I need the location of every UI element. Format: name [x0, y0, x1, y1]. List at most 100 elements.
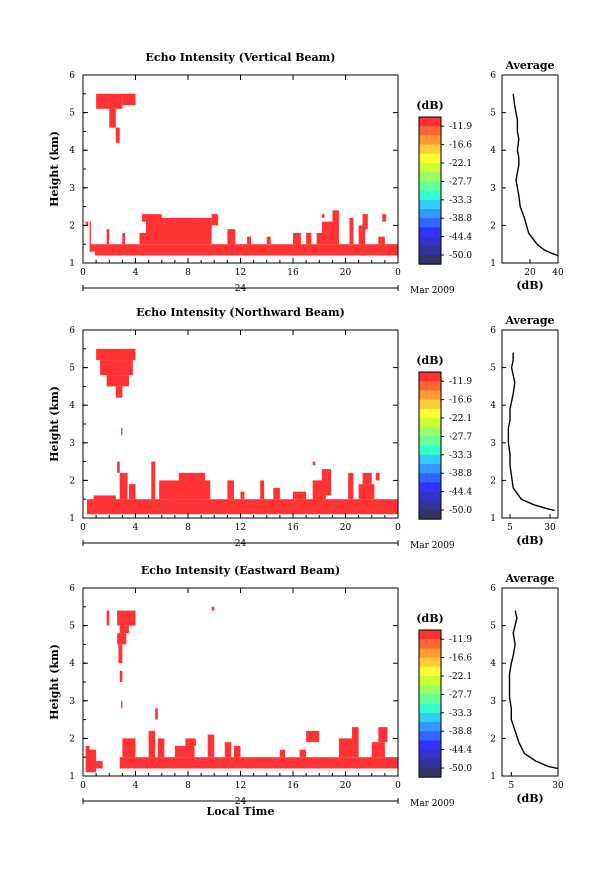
echo-cell	[119, 757, 398, 769]
x-tick-label: 12	[235, 781, 246, 791]
echo-cell	[382, 214, 387, 222]
echo-cell	[378, 236, 385, 245]
echo-cell	[117, 461, 120, 473]
month-label: Mar 2009	[410, 286, 455, 296]
colorbar-label: -16.6	[449, 396, 472, 406]
colorbar-swatch	[419, 445, 441, 456]
average-x-tick-label: 40	[552, 268, 564, 278]
colorbar-label: -16.6	[449, 141, 472, 151]
average-y-tick-label: 5	[490, 622, 496, 632]
echo-cell	[332, 210, 339, 245]
average-x-tick-label: 5	[508, 781, 514, 791]
average-y-tick-label: 3	[490, 184, 496, 194]
colorbar-swatch	[419, 639, 441, 649]
echo-cell	[155, 708, 158, 720]
echo-cell	[371, 742, 385, 758]
echo-cell	[266, 236, 271, 245]
colorbar-swatch	[419, 500, 441, 511]
average-profile-line	[512, 93, 559, 257]
echo-cell	[168, 225, 208, 233]
colorbar-swatch	[419, 749, 441, 760]
average-y-tick-label: 4	[490, 401, 496, 411]
echo-cell	[185, 738, 196, 746]
echo-cell	[293, 491, 307, 500]
echo-cell	[96, 348, 136, 361]
echo-cell	[321, 221, 335, 233]
colorbar-swatch	[419, 473, 441, 483]
colorbar-swatch	[419, 722, 441, 732]
echo-cell	[358, 484, 375, 500]
average-x-label: (dB)	[516, 792, 543, 805]
echo-cell	[118, 644, 123, 664]
average-profile-line	[507, 352, 555, 512]
colorbar-swatch	[419, 427, 441, 437]
y-tick-label: 6	[69, 71, 75, 81]
colorbar-label: -44.4	[449, 488, 472, 498]
average-y-tick-label: 6	[490, 71, 496, 81]
colorbar-swatch	[419, 381, 441, 391]
echo-cell	[100, 360, 133, 376]
echo-cell	[316, 232, 337, 245]
colorbar-unit: (dB)	[416, 612, 443, 625]
echo-cell	[157, 738, 165, 758]
colorbar-swatch	[419, 408, 441, 419]
y-tick-label: 3	[69, 697, 75, 707]
echo-cell	[122, 232, 125, 245]
colorbar-unit: (dB)	[416, 354, 443, 367]
colorbar-label: -50.0	[449, 251, 472, 261]
colorbar-swatch	[419, 190, 441, 201]
colorbar-swatch	[419, 144, 441, 155]
panel-title: Echo Intensity (Northward Beam)	[136, 306, 345, 319]
echo-cell	[227, 229, 236, 245]
y-tick-label: 2	[69, 476, 75, 486]
y-axis-label: Height (km)	[48, 386, 61, 462]
average-x-label: (dB)	[516, 534, 543, 547]
colorbar-label: -38.8	[449, 727, 472, 737]
average-title: Average	[504, 59, 554, 72]
y-tick-label: 4	[69, 146, 75, 156]
echo-cell	[128, 484, 136, 500]
x-tick-label: 16	[287, 781, 299, 791]
echo-cell	[121, 700, 123, 709]
echo-cell	[352, 727, 359, 758]
average-title: Average	[504, 314, 554, 327]
echo-cell	[117, 610, 136, 626]
average-y-tick-label: 2	[490, 221, 496, 231]
average-y-tick-label: 4	[490, 659, 496, 669]
date-label: 24	[235, 539, 247, 549]
echo-cell	[227, 480, 234, 500]
average-y-tick-label: 2	[490, 476, 496, 486]
y-tick-label: 1	[69, 772, 75, 782]
colorbar-label: -38.8	[449, 469, 472, 479]
x-tick-label: 20	[340, 268, 352, 278]
colorbar-label: -22.1	[449, 414, 472, 424]
echo-cell	[106, 375, 129, 387]
average-y-tick-label: 3	[490, 697, 496, 707]
echo-cell	[362, 214, 368, 230]
average-profile-line	[508, 610, 559, 770]
echo-cell	[321, 214, 325, 218]
y-tick-label: 1	[69, 514, 75, 524]
colorbar-swatch	[419, 218, 441, 228]
y-tick-label: 3	[69, 184, 75, 194]
echo-cell	[211, 214, 219, 226]
y-tick-label: 5	[69, 109, 75, 119]
colorbar-swatch	[419, 236, 441, 247]
colorbar-swatch	[419, 255, 441, 265]
echo-cell	[89, 244, 95, 252]
colorbar-swatch	[419, 199, 441, 210]
x-tick-label: 4	[133, 268, 139, 278]
echo-cell	[151, 461, 156, 500]
echo-cell	[279, 749, 286, 758]
colorbar-swatch	[419, 163, 441, 173]
colorbar-label: -50.0	[449, 764, 472, 774]
y-tick-label: 4	[69, 659, 75, 669]
colorbar-swatch	[419, 172, 441, 182]
colorbar-label: -44.4	[449, 233, 472, 243]
colorbar-swatch	[419, 676, 441, 686]
colorbar-label: -11.9	[449, 635, 472, 645]
colorbar-swatch	[419, 657, 441, 668]
x-tick-label: 8	[185, 268, 191, 278]
echo-cell	[174, 217, 192, 226]
colorbar-swatch	[419, 491, 441, 502]
